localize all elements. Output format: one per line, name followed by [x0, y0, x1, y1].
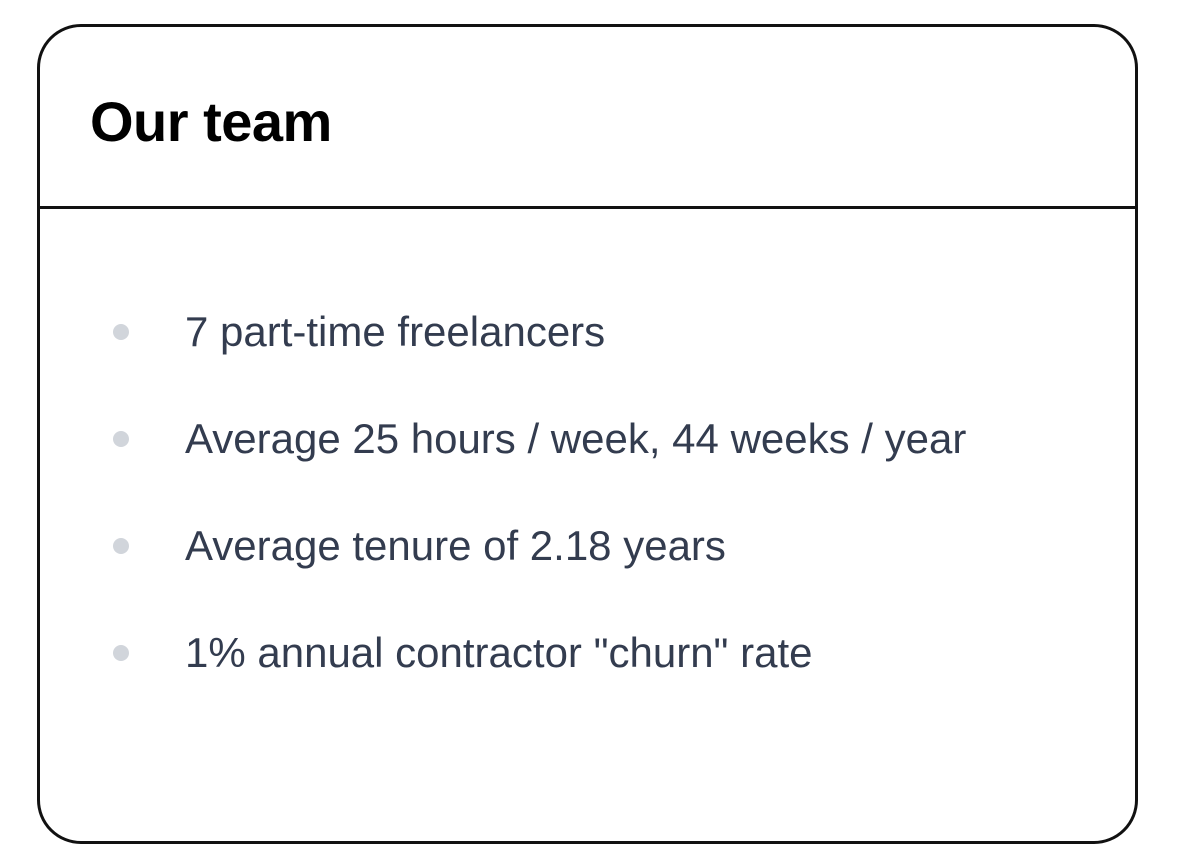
bullet [113, 324, 129, 340]
list-item: Average 25 hours / week, 44 weeks / year [40, 396, 1135, 482]
card-title: Our team [90, 90, 332, 153]
card-header: Our team [40, 27, 1135, 209]
list-item: Average tenure of 2.18 years [40, 503, 1135, 589]
item-text: Average 25 hours / week, 44 weeks / year [185, 415, 967, 462]
list-item: 1% annual contractor "churn" rate [40, 610, 1135, 696]
card: Our team 7 part-time freelancers Average … [37, 24, 1138, 844]
item-list: 7 part-time freelancers Average 25 hours … [40, 289, 1135, 717]
item-text: 7 part-time freelancers [185, 308, 606, 355]
bullet [113, 431, 129, 447]
bullet [113, 645, 129, 661]
item-text: 1% annual contractor "churn" rate [185, 629, 813, 676]
list-item: 7 part-time freelancers [40, 289, 1135, 375]
bullet [113, 538, 129, 554]
item-text: Average tenure of 2.18 years [185, 522, 726, 569]
